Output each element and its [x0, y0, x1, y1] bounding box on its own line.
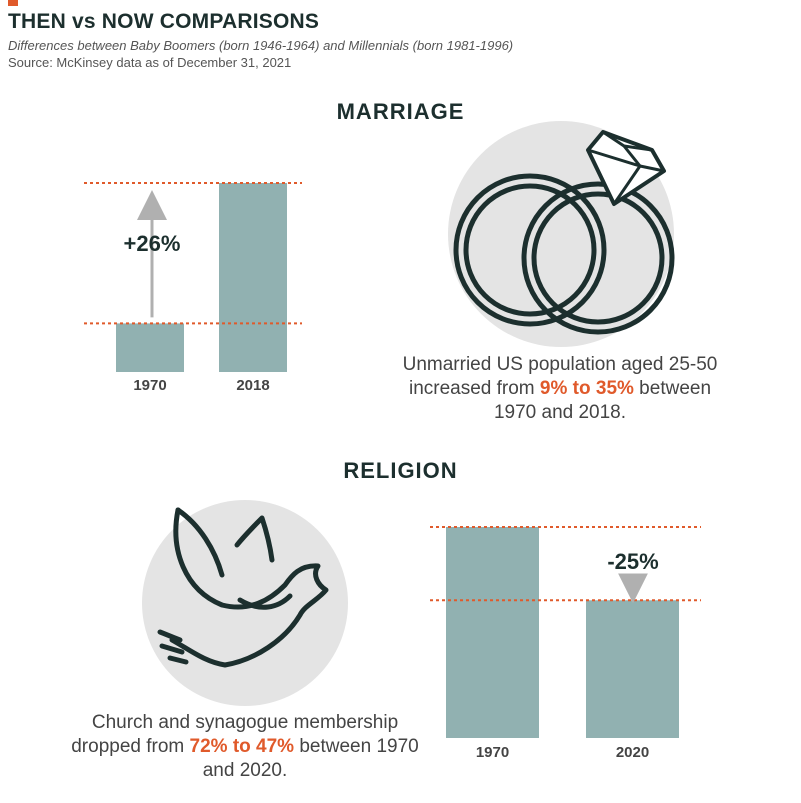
page-subtitle: Differences between Baby Boomers (born 1… — [8, 38, 514, 53]
marriage-category-2018: 2018 — [236, 377, 269, 394]
religion-bar-1970 — [446, 527, 539, 738]
religion-category-2020: 2020 — [616, 744, 649, 761]
religion-change-label: -25% — [607, 549, 658, 574]
marriage-caption-post: between 1970 and 2018. — [493, 378, 712, 423]
marriage-bar-1970 — [116, 323, 184, 372]
dove-icon — [142, 500, 348, 706]
accent-bar — [8, 0, 18, 6]
marriage-category-1970: 1970 — [133, 377, 166, 394]
religion-caption-pre: Church and synagogue membership dropped … — [71, 712, 399, 757]
page-title: THEN vs NOW COMPARISONS — [8, 10, 320, 33]
religion-bar-2020 — [586, 600, 679, 738]
religion-bar-chart: -25% 1970 2020 — [430, 526, 701, 761]
source-note: Source: McKinsey data as of December 31,… — [8, 55, 292, 70]
marriage-caption-pre: Unmarried US population aged 25-50 incre… — [402, 354, 718, 399]
marriage-bar-2018 — [219, 183, 287, 372]
marriage-change-label: +26% — [124, 231, 181, 256]
marriage-bar-chart: +26% 1970 2018 — [84, 182, 302, 394]
religion-caption-highlight: 72% to 47% — [189, 736, 295, 757]
marriage-caption-highlight: 9% to 35% — [539, 378, 634, 399]
religion-heading: RELIGION — [343, 458, 458, 483]
wedding-rings-icon — [448, 121, 675, 347]
religion-caption-post: between 1970 and 2020. — [202, 736, 419, 781]
marriage-caption: Unmarried US population aged 25-50 incre… — [390, 353, 730, 425]
religion-caption: Church and synagogue membership dropped … — [70, 711, 420, 783]
religion-category-1970: 1970 — [476, 744, 509, 761]
marriage-heading: MARRIAGE — [336, 99, 465, 124]
